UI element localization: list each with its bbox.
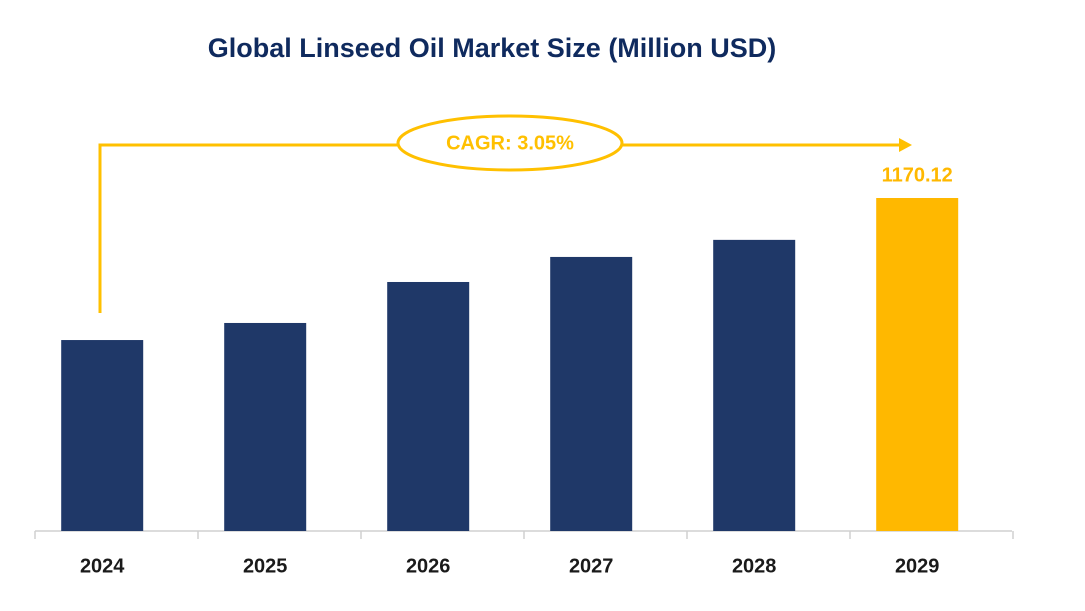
arrow-head: [899, 138, 912, 152]
x-tick-label: 2024: [80, 555, 125, 577]
x-tick-label: 2028: [732, 555, 777, 577]
cagr-annotation: CAGR: 3.05%: [98, 114, 912, 313]
x-tick-label: 2025: [243, 555, 288, 577]
bar: [387, 281, 470, 531]
cagr-label: CAGR: 3.05%: [446, 132, 574, 154]
x-tick-label: 2027: [569, 555, 614, 577]
chart-title: Global Linseed Oil Market Size (Million …: [208, 33, 777, 63]
x-tick-label: 2029: [895, 555, 940, 577]
bar: [224, 322, 307, 531]
arrow-line: [98, 143, 398, 313]
bar: [713, 239, 796, 531]
bar: [876, 198, 959, 531]
bar: [61, 340, 144, 531]
value-label: 1170.12: [882, 164, 953, 186]
bar: [550, 256, 633, 531]
x-tick-label: 2026: [406, 555, 451, 577]
cagr-oval: [396, 114, 624, 172]
